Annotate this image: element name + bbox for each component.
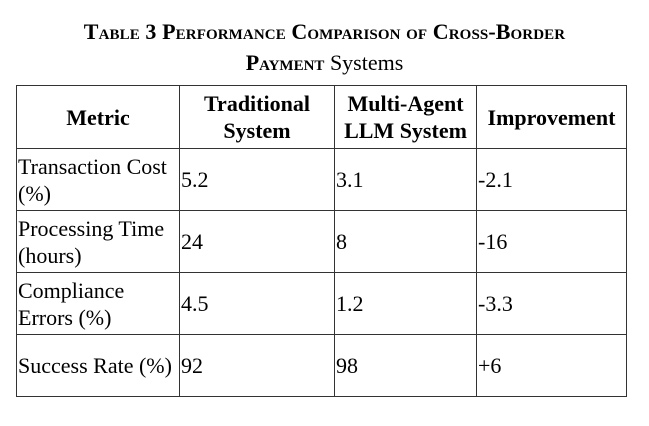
caption-smallcaps-word: Payment	[245, 50, 325, 75]
row-traditional-cell: 5.2	[179, 148, 335, 211]
table-row: Compliance Errors (%) 4.5 1.2 -3.3	[16, 272, 627, 335]
header-improvement: Improvement	[476, 85, 627, 149]
row-multi-agent-cell: 1.2	[334, 272, 477, 335]
table-row: Success Rate (%) 92 98 +6	[16, 334, 627, 397]
row-improvement-cell: -3.3	[476, 272, 627, 335]
row-metric-cell: Compliance Errors (%)	[16, 272, 180, 335]
caption-rest: Systems	[324, 50, 404, 75]
header-traditional-system: Traditional System	[179, 85, 335, 149]
row-traditional-cell: 24	[179, 210, 335, 273]
caption-line-2: Payment Systems	[0, 47, 649, 78]
row-metric-cell: Transaction Cost (%)	[16, 148, 180, 211]
row-metric-cell: Success Rate (%)	[16, 334, 180, 397]
row-metric-cell: Processing Time (hours)	[16, 210, 180, 273]
row-improvement-cell: +6	[476, 334, 627, 397]
table-row: Processing Time (hours) 24 8 -16	[16, 210, 627, 273]
row-traditional-cell: 92	[179, 334, 335, 397]
row-multi-agent-cell: 8	[334, 210, 477, 273]
row-traditional-cell: 4.5	[179, 272, 335, 335]
table-row: Transaction Cost (%) 5.2 3.1 -2.1	[16, 148, 627, 211]
row-multi-agent-cell: 3.1	[334, 148, 477, 211]
caption-line-1: Table 3 Performance Comparison of Cross-…	[83, 19, 566, 44]
table-caption: Table 3 Performance Comparison of Cross-…	[0, 16, 649, 78]
header-row: Metric Traditional System Multi-Agent LL…	[16, 85, 627, 149]
header-metric: Metric	[16, 85, 180, 149]
performance-table: Metric Traditional System Multi-Agent LL…	[16, 85, 627, 397]
row-multi-agent-cell: 98	[334, 334, 477, 397]
row-improvement-cell: -16	[476, 210, 627, 273]
row-improvement-cell: -2.1	[476, 148, 627, 211]
header-multi-agent-llm-system: Multi-Agent LLM System	[334, 85, 477, 149]
